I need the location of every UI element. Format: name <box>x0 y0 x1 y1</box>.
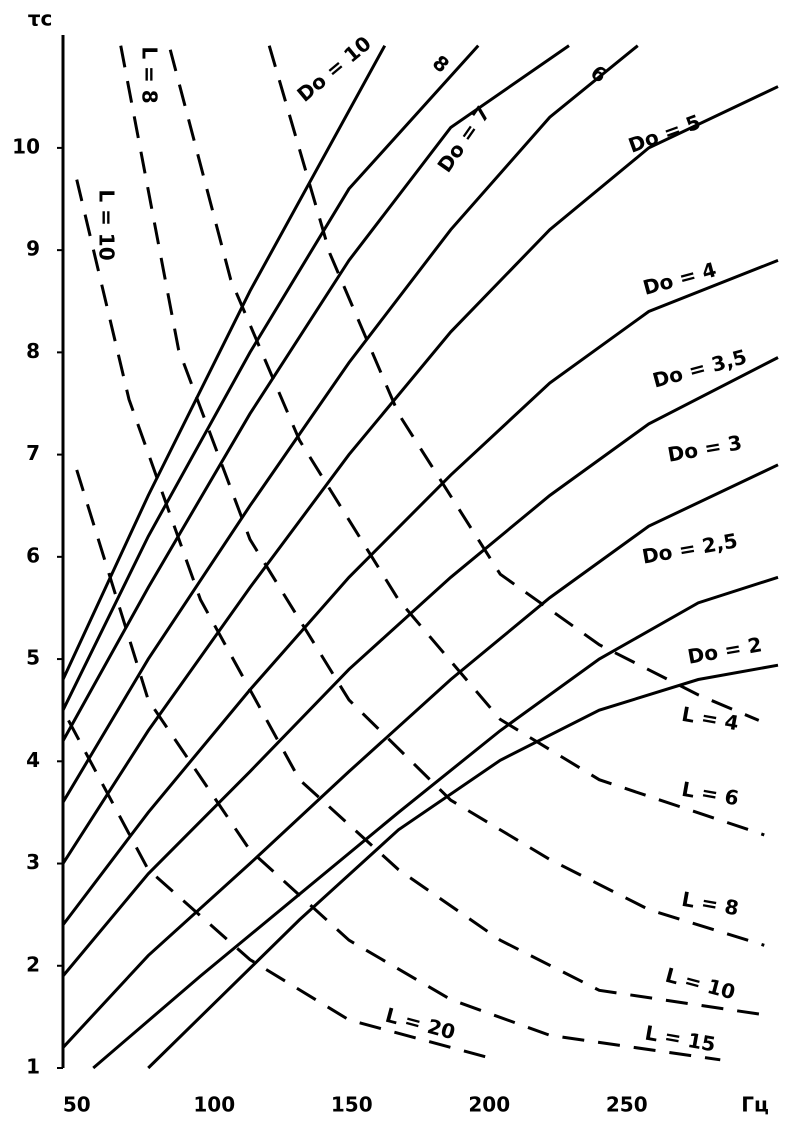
curve <box>61 356 779 977</box>
dashed-curve <box>267 45 760 722</box>
dashed-curve <box>75 469 721 1062</box>
dashed-curve <box>168 49 765 837</box>
x-tick-label: 150 <box>331 1093 373 1117</box>
curve <box>92 575 779 1070</box>
dashed-curve <box>67 719 490 1060</box>
curve <box>61 463 779 1049</box>
curve-label: Do = 4 <box>640 257 719 300</box>
y-tick-label: 7 <box>26 441 40 465</box>
curve-label: 8 <box>428 50 454 77</box>
y-tick-label: 6 <box>26 543 40 567</box>
y-tick-label: 5 <box>26 646 40 670</box>
y-tick-label: 8 <box>26 339 40 363</box>
curve <box>61 44 480 711</box>
curve-label: L = 4 <box>680 702 741 736</box>
curve-label: Do = 2,5 <box>640 528 739 568</box>
y-tick-label: 10 <box>12 134 40 158</box>
curve-label: Do = 5 <box>625 109 704 157</box>
y-tick-label: 2 <box>26 952 40 976</box>
curve <box>61 44 639 803</box>
curve <box>61 44 387 681</box>
curve-label: L = 6 <box>680 777 741 811</box>
x-axis-label: Гц <box>741 1093 769 1117</box>
curve-label: L = 8 <box>138 46 162 103</box>
curve <box>147 663 779 1070</box>
x-tick-label: 50 <box>63 1093 91 1117</box>
curve-label: L = 10 <box>95 189 119 260</box>
curve-label: Do = 3 <box>666 430 744 467</box>
curve-label: Do = 10 <box>292 31 375 107</box>
curve <box>61 258 779 926</box>
x-tick-label: 200 <box>468 1093 510 1117</box>
x-tick-label: 250 <box>606 1093 648 1117</box>
y-tick-label: 1 <box>26 1055 40 1079</box>
curve-label: L = 10 <box>663 963 738 1005</box>
x-tick-label: 100 <box>193 1093 235 1117</box>
curve <box>61 44 570 742</box>
y-tick-label: 3 <box>26 850 40 874</box>
dashed-curve <box>75 179 765 1017</box>
curve-label: L = 8 <box>680 887 741 921</box>
curve-label: Do = 2 <box>686 632 764 669</box>
curve <box>61 85 779 865</box>
y-tick-label: 4 <box>26 748 40 772</box>
y-tick-label: 9 <box>26 237 40 261</box>
curve-label: L = 20 <box>383 1003 458 1045</box>
curve-label: Do = 3,5 <box>650 344 749 392</box>
y-axis-label: τc <box>28 7 53 31</box>
dashed-curve <box>119 45 765 947</box>
